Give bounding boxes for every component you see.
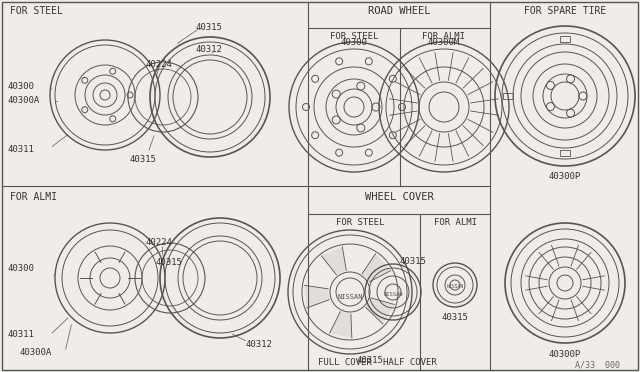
Text: 40300M: 40300M (428, 38, 460, 47)
Text: FOR ALMI: FOR ALMI (10, 192, 57, 202)
Text: FULL COVER: FULL COVER (318, 358, 372, 367)
Text: 40224: 40224 (145, 60, 172, 69)
Text: 40300P: 40300P (549, 172, 581, 181)
Text: A/33  000: A/33 000 (575, 360, 620, 369)
Bar (503, 93, 513, 99)
Polygon shape (365, 298, 394, 324)
Text: HALF COVER: HALF COVER (383, 358, 437, 367)
Text: 40300A: 40300A (20, 348, 52, 357)
Text: 40312: 40312 (245, 340, 272, 349)
Text: 40300P: 40300P (549, 350, 581, 359)
Bar (560, 150, 570, 156)
Text: 40315: 40315 (130, 155, 157, 164)
Text: FOR STEEL: FOR STEEL (10, 6, 63, 16)
Text: ROAD WHEEL: ROAD WHEEL (368, 6, 430, 16)
Text: 40311: 40311 (8, 145, 35, 154)
Polygon shape (321, 247, 346, 275)
Text: WHEEL COVER: WHEEL COVER (365, 192, 433, 202)
Text: 40300: 40300 (8, 82, 35, 91)
Text: FOR STEEL: FOR STEEL (330, 32, 378, 41)
Text: 40300A: 40300A (8, 96, 40, 105)
Text: FOR SPARE TIRE: FOR SPARE TIRE (524, 6, 606, 16)
Text: 40315: 40315 (356, 356, 383, 365)
Text: NISSAN: NISSAN (383, 292, 403, 296)
Polygon shape (362, 254, 391, 282)
Text: FOR ALMI: FOR ALMI (433, 218, 477, 227)
Polygon shape (330, 312, 352, 338)
Text: 40312: 40312 (195, 45, 222, 54)
Text: FOR STEEL: FOR STEEL (336, 218, 384, 227)
Bar (560, 36, 570, 42)
Text: NISSAN: NISSAN (446, 283, 463, 289)
Text: NISSAN: NISSAN (337, 294, 363, 300)
Text: 40315: 40315 (400, 257, 427, 266)
Text: 40315: 40315 (442, 313, 468, 322)
Text: FOR ALMI: FOR ALMI (422, 32, 465, 41)
Text: 40311: 40311 (8, 330, 35, 339)
Text: 40315: 40315 (155, 258, 182, 267)
Text: 40300: 40300 (8, 264, 35, 273)
Text: 40315: 40315 (195, 23, 222, 32)
Text: 40224: 40224 (145, 238, 172, 247)
Text: 40300: 40300 (340, 38, 367, 47)
Polygon shape (305, 285, 330, 308)
